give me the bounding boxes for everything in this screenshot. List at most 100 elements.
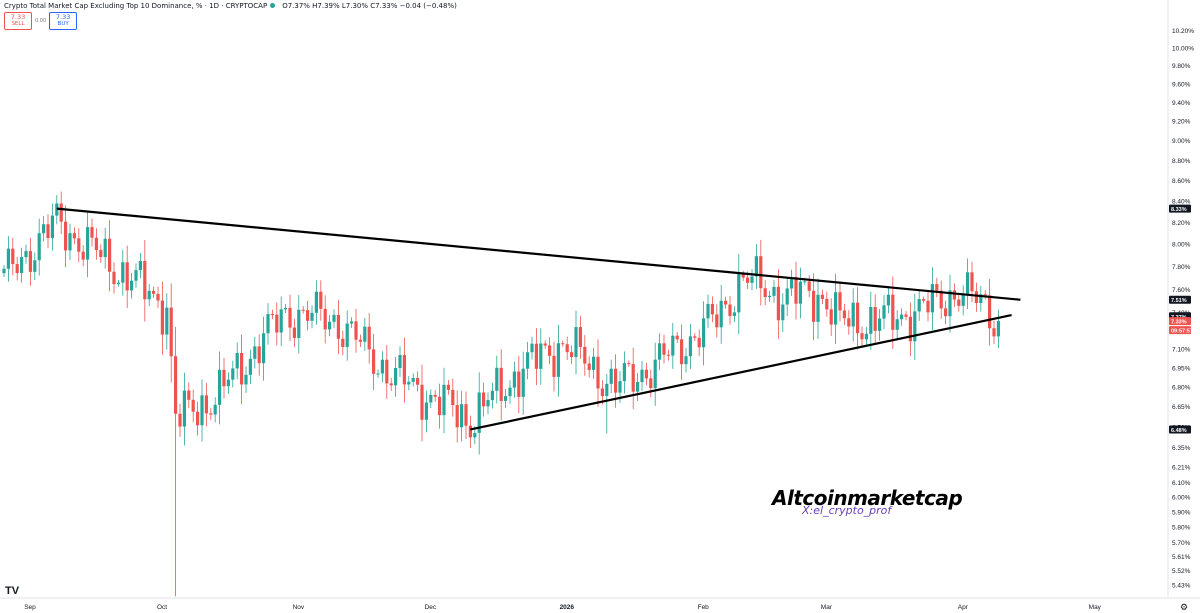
candle-body xyxy=(697,337,701,348)
candle xyxy=(649,369,653,398)
time-axis[interactable]: Sep Oct Nov Dec 2026 Feb Mar Apr May xyxy=(0,597,1200,611)
settings-gear-icon[interactable]: ⚙ xyxy=(1180,602,1189,612)
candle xyxy=(847,310,851,335)
candle-body xyxy=(204,395,208,414)
market-status-icon xyxy=(270,3,276,8)
sell-price: 7.33 xyxy=(10,13,26,21)
chart-header: Crypto Total Market Cap Excluding Top 10… xyxy=(4,2,457,10)
candle xyxy=(336,300,340,355)
candle xyxy=(464,391,468,439)
candle-body xyxy=(134,270,138,281)
candle-body xyxy=(886,294,890,306)
candle xyxy=(957,293,961,312)
candle-body xyxy=(495,367,499,391)
candle-body xyxy=(728,304,732,316)
buy-button[interactable]: 7.33 BUY xyxy=(49,12,78,30)
candle xyxy=(521,351,525,415)
candle-body xyxy=(257,346,261,364)
candle-body xyxy=(970,272,974,292)
candle-body xyxy=(376,373,380,375)
candle-body xyxy=(578,327,582,347)
candle-body xyxy=(411,377,415,382)
price-tick-label: 9.00% xyxy=(1172,138,1191,145)
candle xyxy=(433,389,437,402)
candle xyxy=(152,286,156,298)
candle xyxy=(974,282,978,312)
candle xyxy=(948,274,952,333)
candle xyxy=(922,296,926,304)
trendlines[interactable] xyxy=(56,207,1021,431)
candle xyxy=(372,333,376,390)
candle xyxy=(279,296,283,347)
candle xyxy=(402,337,406,403)
candle xyxy=(240,334,244,404)
candle xyxy=(275,302,279,346)
candle xyxy=(424,390,428,433)
candle xyxy=(930,267,934,330)
trendline-upper[interactable] xyxy=(56,207,1021,301)
sell-button[interactable]: 7.33 SELL xyxy=(4,12,32,30)
candle-body xyxy=(226,379,230,387)
candle xyxy=(451,378,455,417)
candle-body xyxy=(187,390,191,400)
candle xyxy=(750,269,754,291)
candle xyxy=(539,328,543,385)
candle-body xyxy=(992,328,996,337)
candle xyxy=(988,279,992,346)
trade-buttons: 7.33 SELL 0.00 7.33 BUY xyxy=(4,12,78,30)
candle-body xyxy=(517,371,521,397)
candle xyxy=(94,228,98,260)
candle-body xyxy=(768,295,772,298)
candle xyxy=(226,372,230,394)
candle-body xyxy=(644,369,648,379)
candle-body xyxy=(548,345,552,356)
candle-body xyxy=(680,339,684,365)
candle xyxy=(292,318,296,347)
candle-body xyxy=(864,333,868,340)
candle xyxy=(42,216,46,242)
candle xyxy=(534,328,538,386)
candle xyxy=(939,280,943,319)
candle-body xyxy=(763,288,767,298)
candle xyxy=(398,346,402,377)
candle-body xyxy=(614,368,618,393)
candle-body xyxy=(319,291,323,309)
price-badge: 09:57:57 xyxy=(1169,326,1193,335)
candle-body xyxy=(856,302,860,334)
candle-body xyxy=(842,310,846,319)
candle xyxy=(908,302,912,357)
candle xyxy=(548,337,552,365)
candle xyxy=(191,389,195,423)
candle xyxy=(407,376,411,391)
candle xyxy=(504,388,508,409)
candle-body xyxy=(486,400,490,407)
candle xyxy=(376,369,380,378)
candle-body xyxy=(587,363,591,370)
candle xyxy=(429,389,433,409)
candle xyxy=(468,415,472,448)
candle xyxy=(59,191,63,235)
candle-body xyxy=(609,368,613,384)
candle xyxy=(103,227,107,269)
trendline-lower[interactable] xyxy=(470,314,1012,431)
candle-body xyxy=(948,290,952,317)
candle-body xyxy=(878,318,882,331)
tradingview-logo-icon[interactable]: TV xyxy=(5,585,20,597)
candle xyxy=(319,280,323,321)
price-tick-label: 7.10% xyxy=(1172,347,1191,354)
candle xyxy=(693,333,697,341)
candle-body xyxy=(521,368,525,397)
candle-body xyxy=(464,404,468,426)
candle-body xyxy=(244,374,248,385)
candle xyxy=(983,290,987,300)
symbol-title[interactable]: Crypto Total Market Cap Excluding Top 10… xyxy=(4,2,268,10)
candle-body xyxy=(341,338,345,347)
candle xyxy=(587,356,591,378)
candle xyxy=(11,237,15,276)
candle xyxy=(526,341,530,380)
candle-body xyxy=(402,355,406,385)
candle xyxy=(512,361,516,398)
candle xyxy=(385,344,389,399)
candle-body xyxy=(46,224,50,239)
